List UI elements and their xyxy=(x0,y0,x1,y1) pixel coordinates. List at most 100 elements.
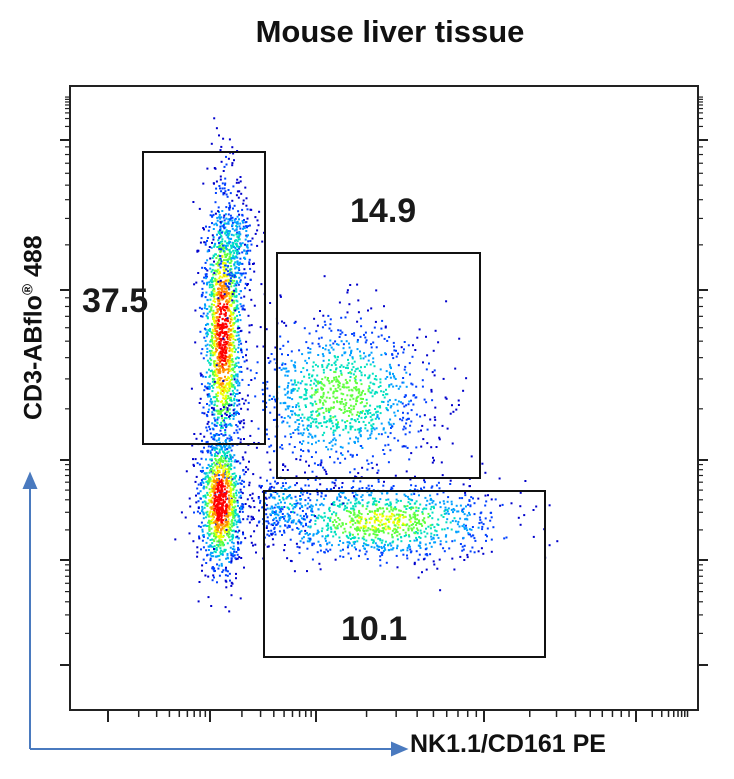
event-dot xyxy=(418,522,421,525)
event-dot xyxy=(278,413,281,416)
event-dot xyxy=(212,508,215,511)
event-dot xyxy=(229,311,232,314)
event-dot xyxy=(228,362,231,365)
event-dot xyxy=(210,295,213,298)
event-dot xyxy=(232,341,235,344)
event-dot xyxy=(221,326,224,328)
event-dot xyxy=(416,514,419,517)
event-dot xyxy=(254,543,257,546)
event-dot xyxy=(215,350,218,353)
event-dot xyxy=(251,497,254,500)
event-dot xyxy=(361,410,364,413)
event-dot xyxy=(374,408,377,410)
event-dot xyxy=(213,341,216,344)
event-dot xyxy=(409,548,412,551)
event-dot xyxy=(408,431,411,434)
event-dot xyxy=(217,206,220,209)
event-dot xyxy=(349,511,352,513)
event-dot xyxy=(461,525,464,528)
event-dot xyxy=(283,506,286,508)
event-dot xyxy=(376,548,379,551)
event-dot xyxy=(548,544,551,547)
event-dot xyxy=(294,495,297,498)
event-dot xyxy=(306,540,309,543)
event-dot xyxy=(303,416,306,419)
event-dot xyxy=(368,510,371,513)
event-dot xyxy=(235,413,237,416)
event-dot xyxy=(234,459,237,462)
event-dot xyxy=(220,339,223,342)
event-dot xyxy=(210,445,212,448)
event-dot xyxy=(426,354,429,357)
event-dot xyxy=(218,526,221,529)
event-dot xyxy=(217,486,219,488)
event-dot xyxy=(217,319,220,322)
event-dot xyxy=(218,352,221,355)
event-dot xyxy=(426,532,429,535)
event-dot xyxy=(210,306,213,309)
event-dot xyxy=(332,395,335,398)
event-dot xyxy=(209,352,212,355)
event-dot xyxy=(382,507,384,510)
event-dot xyxy=(211,486,214,488)
event-dot xyxy=(368,387,371,390)
event-dot xyxy=(212,309,215,312)
event-dot xyxy=(372,541,375,544)
event-dot xyxy=(350,372,353,375)
event-dot xyxy=(234,247,237,249)
event-dot xyxy=(471,526,474,528)
event-dot xyxy=(425,368,428,371)
event-dot xyxy=(462,548,465,551)
event-dot xyxy=(363,352,365,355)
event-dot xyxy=(219,365,222,367)
event-dot xyxy=(326,364,329,367)
event-dot xyxy=(346,311,349,314)
event-dot xyxy=(225,299,228,302)
event-dot xyxy=(430,505,433,508)
event-dot xyxy=(227,280,230,283)
event-dot xyxy=(494,498,497,501)
event-dot xyxy=(311,443,313,446)
event-dot xyxy=(209,544,212,547)
event-dot xyxy=(332,535,335,538)
event-dot xyxy=(349,376,352,378)
event-dot xyxy=(234,519,237,522)
event-dot xyxy=(316,388,319,391)
event-dot xyxy=(225,511,228,514)
event-dot xyxy=(484,504,487,507)
event-dot xyxy=(335,376,338,379)
event-dot xyxy=(375,513,378,516)
event-dot xyxy=(204,241,207,244)
event-dot xyxy=(208,491,211,494)
event-dot xyxy=(418,494,420,497)
event-dot xyxy=(354,499,357,502)
event-dot xyxy=(212,373,214,376)
event-dot xyxy=(201,439,203,442)
event-dot xyxy=(224,431,227,434)
event-dot xyxy=(321,388,324,391)
event-dot xyxy=(220,519,223,522)
event-dot xyxy=(225,300,227,303)
event-dot xyxy=(229,379,232,381)
event-dot xyxy=(338,487,341,490)
event-dot xyxy=(428,514,431,517)
event-dot xyxy=(299,441,301,444)
event-dot xyxy=(210,488,213,491)
event-dot xyxy=(399,509,402,512)
event-dot xyxy=(208,476,211,479)
event-dot xyxy=(348,303,351,306)
event-dot xyxy=(338,336,341,338)
event-dot xyxy=(219,544,222,547)
event-dot xyxy=(309,506,312,509)
event-dot xyxy=(332,438,335,441)
event-dot xyxy=(432,500,435,503)
event-dot xyxy=(345,509,348,512)
event-dot xyxy=(204,339,207,342)
event-dot xyxy=(299,416,302,419)
event-dot xyxy=(360,445,363,447)
event-dot xyxy=(219,551,222,554)
event-dot xyxy=(214,273,217,276)
event-dot xyxy=(424,496,427,499)
event-dot xyxy=(343,410,346,413)
event-dot xyxy=(219,531,222,534)
